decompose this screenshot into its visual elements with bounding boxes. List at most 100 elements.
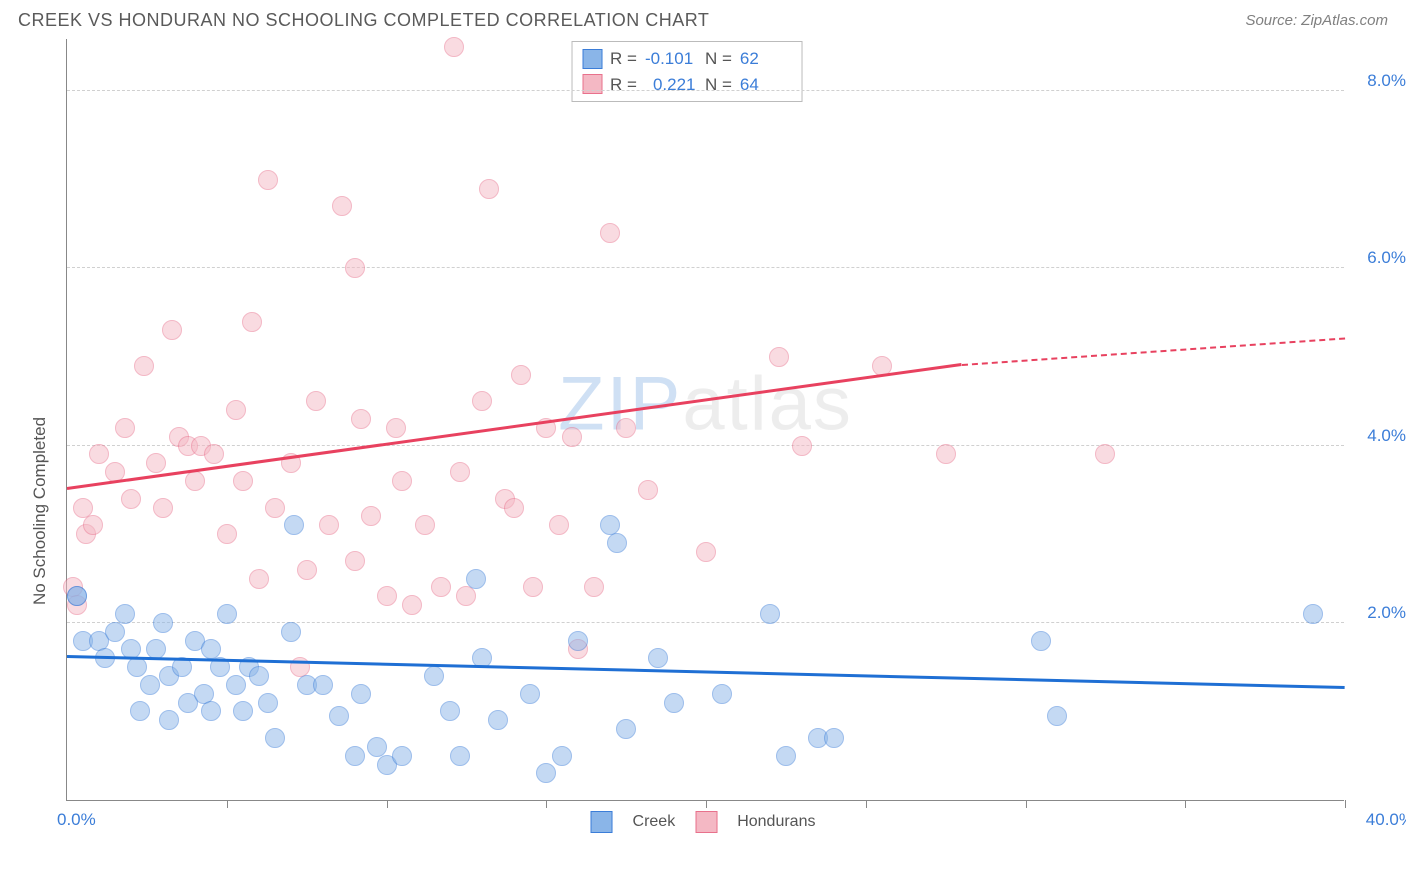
creek-point [664,693,684,713]
creek-point [1303,604,1323,624]
hondurans-point [600,223,620,243]
creek-point [424,666,444,686]
hondurans-point [319,515,339,535]
creek-point [536,763,556,783]
x-tick [1185,800,1186,808]
creek-point [265,728,285,748]
r-value-hondurans: 0.221 [645,72,697,98]
creek-point [284,515,304,535]
y-axis-label: No Schooling Completed [30,417,50,605]
creek-point [67,586,87,606]
n-value-hondurans: 64 [740,72,792,98]
creek-point [226,675,246,695]
hondurans-point [217,524,237,544]
x-tick [706,800,707,808]
hondurans-point [472,391,492,411]
y-tick-label: 2.0% [1367,603,1406,623]
r-value-creek: -0.101 [645,46,697,72]
legend-label-creek: Creek [633,813,676,831]
hondurans-point [450,462,470,482]
hondurans-point [638,480,658,500]
creek-point [552,746,572,766]
creek-point [281,622,301,642]
hondurans-point [115,418,135,438]
creek-point [115,604,135,624]
hondurans-point [562,427,582,447]
hondurans-point [351,409,371,429]
hondurans-point [249,569,269,589]
creek-point [127,657,147,677]
creek-point [568,631,588,651]
creek-point [233,701,253,721]
creek-point [159,710,179,730]
hondurans-point [258,170,278,190]
swatch-creek [582,49,602,69]
creek-point [824,728,844,748]
chart-source: Source: ZipAtlas.com [1245,12,1388,29]
hondurans-point [479,179,499,199]
creek-point [520,684,540,704]
legend-swatch-hondurans [695,811,717,833]
hondurans-point [616,418,636,438]
y-tick-label: 8.0% [1367,71,1406,91]
hondurans-point [361,506,381,526]
creek-point [466,569,486,589]
creek-point [712,684,732,704]
hondurans-point [146,453,166,473]
hondurans-point [345,258,365,278]
y-tick-label: 4.0% [1367,426,1406,446]
gridline [67,445,1344,446]
hondurans-point [584,577,604,597]
stats-row-creek: R =-0.101 N =62 [582,46,792,72]
creek-point [351,684,371,704]
legend-swatch-creek [591,811,613,833]
creek-point [760,604,780,624]
x-tick [866,800,867,808]
hondurans-point [511,365,531,385]
bottom-legend: Creek Hondurans [591,811,816,833]
x-tick [1026,800,1027,808]
hondurans-point [392,471,412,491]
creek-point [313,675,333,695]
hondurans-point [89,444,109,464]
creek-point [616,719,636,739]
creek-point [201,701,221,721]
creek-point [440,701,460,721]
x-tick [1345,800,1346,808]
chart-header: CREEK VS HONDURAN NO SCHOOLING COMPLETED… [0,0,1406,39]
hondurans-point [242,312,262,332]
hondurans-point [696,542,716,562]
creek-point [1047,706,1067,726]
creek-point [488,710,508,730]
gridline [67,267,1344,268]
hondurans-point [504,498,524,518]
x-tick [227,800,228,808]
hondurans-point [431,577,451,597]
hondurans-point [456,586,476,606]
legend-label-hondurans: Hondurans [737,813,815,831]
creek-point [329,706,349,726]
hondurans-point [792,436,812,456]
creek-point [776,746,796,766]
y-tick-label: 6.0% [1367,248,1406,268]
creek-point [450,746,470,766]
creek-point [130,701,150,721]
creek-point [607,533,627,553]
x-tick [546,800,547,808]
n-value-creek: 62 [740,46,792,72]
hondurans-point [415,515,435,535]
hondurans-point [402,595,422,615]
hondurans-point [162,320,182,340]
hondurans-point [233,471,253,491]
creek-point [217,604,237,624]
hondurans-point [306,391,326,411]
hondurans-point [1095,444,1115,464]
swatch-hondurans [582,74,602,94]
hondurans-point [121,489,141,509]
chart-container: No Schooling Completed ZIPatlas R =-0.10… [18,39,1388,801]
hondurans-point [153,498,173,518]
hondurans-point [83,515,103,535]
hondurans-point [386,418,406,438]
creek-point [648,648,668,668]
gridline [67,90,1344,91]
